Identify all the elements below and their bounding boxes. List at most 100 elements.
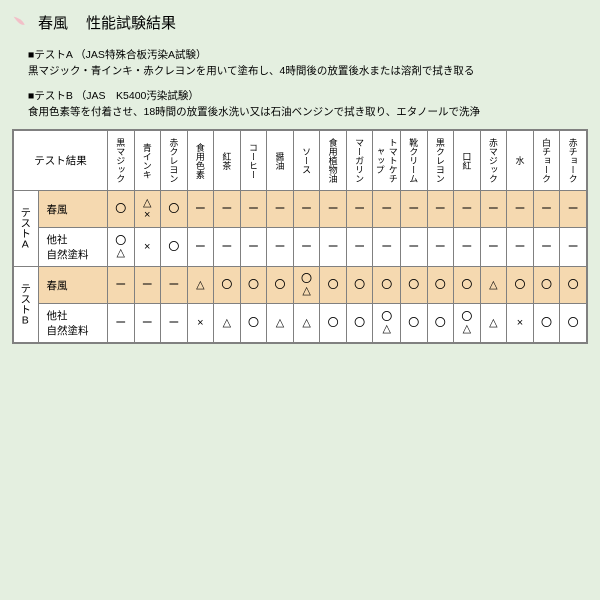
column-header: 赤チョーク: [560, 131, 587, 191]
result-cell: ー: [427, 191, 454, 228]
result-cell: ー: [240, 191, 267, 228]
result-cell: 〇: [427, 267, 454, 304]
result-cell: ー: [320, 191, 347, 228]
result-cell: ー: [346, 228, 373, 267]
result-cell: △: [267, 304, 294, 343]
result-cell: ー: [454, 191, 481, 228]
test-description-body: 食用色素等を付着させ、18時間の放置後水洗い又は石油ベンジンで拭き取り、エタノー…: [28, 104, 588, 119]
result-cell: ー: [161, 267, 188, 304]
result-cell: ー: [454, 228, 481, 267]
result-cell: ー: [346, 191, 373, 228]
result-cell: ー: [560, 191, 587, 228]
result-cell: ー: [107, 267, 134, 304]
result-cell: ー: [293, 228, 320, 267]
result-cell: 〇: [346, 304, 373, 343]
result-cell: ー: [293, 191, 320, 228]
test-description-head: ■テストA （JAS特殊合板汚染A試験）: [28, 47, 588, 62]
test-description-body: 黒マジック・青インキ・赤クレヨンを用いて塗布し、4時間後の放置後水または溶剤で拭…: [28, 63, 588, 78]
column-header: マーガリン: [346, 131, 373, 191]
result-cell: ー: [507, 191, 534, 228]
sakura-leaf-icon: [12, 15, 28, 31]
row-label: 春風: [38, 267, 107, 304]
row-label: 他社自然塗料: [38, 304, 107, 343]
test-description: ■テストB （JAS K5400汚染試験）食用色素等を付着させ、18時間の放置後…: [28, 88, 588, 119]
result-cell: ー: [480, 228, 507, 267]
result-cell: 〇: [400, 267, 427, 304]
table-row: 他社自然塗料〇△×〇ーーーーーーーーーーーーーーー: [14, 228, 587, 267]
column-header: トマトケチャップ: [373, 131, 401, 191]
result-cell: ー: [533, 191, 560, 228]
result-cell: △: [293, 304, 320, 343]
result-cell: ー: [214, 191, 241, 228]
result-cell: 〇: [507, 267, 534, 304]
result-cell: ー: [161, 304, 188, 343]
result-cell: 〇△: [373, 304, 401, 343]
result-cell: ー: [373, 228, 401, 267]
table-row: テストB春風ーーー△〇〇〇〇△〇〇〇〇〇〇△〇〇〇: [14, 267, 587, 304]
result-cell: ー: [427, 228, 454, 267]
result-cell: 〇: [346, 267, 373, 304]
column-header: コーヒー: [240, 131, 267, 191]
table-row: テストA春風〇△×〇ーーーーーーーーーーーーーーー: [14, 191, 587, 228]
page-title: 春風: [38, 12, 68, 33]
result-cell: ー: [560, 228, 587, 267]
row-label: 他社自然塗料: [38, 228, 107, 267]
column-header: ソース: [293, 131, 320, 191]
result-cell: ー: [187, 228, 214, 267]
results-table-container: テスト結果黒マジック青インキ赤クレヨン食用色素紅茶コーヒー醤油ソース食用植物油マ…: [12, 129, 588, 344]
result-cell: 〇: [427, 304, 454, 343]
result-cell: ー: [240, 228, 267, 267]
column-header: 白チョーク: [533, 131, 560, 191]
result-cell: ー: [134, 267, 161, 304]
result-cell: △: [480, 267, 507, 304]
test-description: ■テストA （JAS特殊合板汚染A試験）黒マジック・青インキ・赤クレヨンを用いて…: [28, 47, 588, 78]
result-cell: 〇: [320, 267, 347, 304]
result-cell: 〇: [454, 267, 481, 304]
column-header: 醤油: [267, 131, 294, 191]
result-cell: △: [214, 304, 241, 343]
result-cell: 〇: [161, 191, 188, 228]
result-cell: 〇: [560, 304, 587, 343]
column-header: 食用色素: [187, 131, 214, 191]
result-cell: ー: [480, 191, 507, 228]
result-cell: 〇: [400, 304, 427, 343]
page-container: 春風 性能試験結果 ■テストA （JAS特殊合板汚染A試験）黒マジック・青インキ…: [0, 0, 600, 600]
column-header: 黒クレヨン: [427, 131, 454, 191]
row-label: 春風: [38, 191, 107, 228]
result-cell: ー: [134, 304, 161, 343]
column-header: 口紅: [454, 131, 481, 191]
result-cell: 〇: [533, 304, 560, 343]
result-cell: 〇: [161, 228, 188, 267]
column-header: 靴クリーム: [400, 131, 427, 191]
result-cell: △: [187, 267, 214, 304]
result-cell: 〇: [214, 267, 241, 304]
result-cell: ×: [507, 304, 534, 343]
result-cell: 〇: [533, 267, 560, 304]
result-cell: ×: [187, 304, 214, 343]
result-cell: 〇: [107, 191, 134, 228]
page-subtitle: 性能試験結果: [86, 12, 176, 33]
column-header: 食用植物油: [320, 131, 347, 191]
column-header: 赤クレヨン: [161, 131, 188, 191]
column-header: 水: [507, 131, 534, 191]
column-header: 赤マジック: [480, 131, 507, 191]
results-table: テスト結果黒マジック青インキ赤クレヨン食用色素紅茶コーヒー醤油ソース食用植物油マ…: [13, 130, 587, 343]
column-header: 青インキ: [134, 131, 161, 191]
result-cell: 〇: [320, 304, 347, 343]
table-row: 他社自然塗料ーーー×△〇△△〇〇〇△〇〇〇△△×〇〇: [14, 304, 587, 343]
result-cell: 〇: [240, 267, 267, 304]
result-cell: ー: [214, 228, 241, 267]
group-label: テストB: [14, 267, 39, 343]
result-cell: ー: [373, 191, 401, 228]
result-cell: 〇: [267, 267, 294, 304]
group-label: テストA: [14, 191, 39, 267]
result-cell: 〇: [560, 267, 587, 304]
result-cell: 〇△: [293, 267, 320, 304]
test-descriptions: ■テストA （JAS特殊合板汚染A試験）黒マジック・青インキ・赤クレヨンを用いて…: [12, 47, 588, 119]
result-cell: ー: [107, 304, 134, 343]
result-cell: 〇△: [107, 228, 134, 267]
result-cell: ー: [400, 228, 427, 267]
result-cell: ー: [187, 191, 214, 228]
result-cell: ー: [320, 228, 347, 267]
column-header: 黒マジック: [107, 131, 134, 191]
